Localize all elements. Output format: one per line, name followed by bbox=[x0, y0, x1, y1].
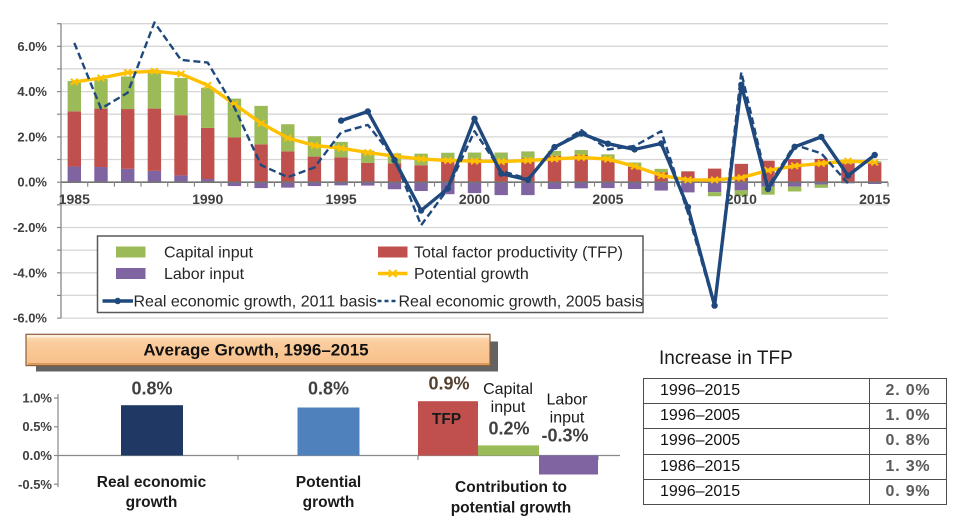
svg-text:input: input bbox=[491, 399, 526, 416]
svg-text:TFP: TFP bbox=[432, 411, 461, 428]
svg-text:Real economic: Real economic bbox=[97, 474, 207, 491]
svg-text:Average Growth, 1996–2015: Average Growth, 1996–2015 bbox=[143, 341, 368, 360]
svg-text:Capital input: Capital input bbox=[164, 245, 254, 262]
svg-text:-6.0%: -6.0% bbox=[13, 311, 47, 326]
svg-text:1985: 1985 bbox=[59, 191, 90, 207]
svg-text:6.0%: 6.0% bbox=[17, 39, 47, 54]
svg-text:2.0%: 2.0% bbox=[17, 129, 47, 144]
svg-text:2005: 2005 bbox=[592, 191, 623, 207]
svg-text:potential growth: potential growth bbox=[451, 500, 572, 517]
svg-text:0.9%: 0.9% bbox=[428, 374, 469, 394]
svg-text:Real economic growth, 2011 bas: Real economic growth, 2011 basis bbox=[134, 294, 377, 311]
svg-text:0.8%: 0.8% bbox=[308, 379, 349, 399]
svg-text:growth: growth bbox=[126, 494, 178, 511]
svg-text:0.8%: 0.8% bbox=[131, 379, 172, 399]
svg-text:1.0%: 1.0% bbox=[22, 391, 52, 406]
svg-text:-2.0%: -2.0% bbox=[13, 220, 47, 235]
svg-text:0.0%: 0.0% bbox=[17, 175, 47, 190]
svg-text:-0.5%: -0.5% bbox=[18, 477, 52, 492]
svg-text:-4.0%: -4.0% bbox=[13, 265, 47, 280]
svg-text:Contribution to: Contribution to bbox=[455, 479, 567, 496]
svg-text:Capital: Capital bbox=[483, 381, 533, 398]
svg-text:2000: 2000 bbox=[459, 191, 490, 207]
svg-text:-0.3%: -0.3% bbox=[541, 426, 588, 446]
svg-text:Total factor productivity (TFP: Total factor productivity (TFP) bbox=[414, 245, 623, 262]
svg-text:Potential growth: Potential growth bbox=[414, 266, 529, 283]
svg-text:growth: growth bbox=[303, 494, 355, 511]
svg-text:Labor: Labor bbox=[547, 392, 589, 409]
svg-text:0.0%: 0.0% bbox=[22, 448, 52, 463]
svg-text:2010: 2010 bbox=[726, 191, 757, 207]
svg-text:input: input bbox=[550, 410, 585, 427]
svg-text:0.2%: 0.2% bbox=[488, 419, 529, 439]
svg-text:4.0%: 4.0% bbox=[17, 84, 47, 99]
svg-text:Real economic growth, 2005 bas: Real economic growth, 2005 basis bbox=[399, 294, 644, 311]
svg-text:1995: 1995 bbox=[326, 191, 357, 207]
svg-text:Potential: Potential bbox=[296, 474, 361, 491]
svg-text:2015: 2015 bbox=[859, 191, 890, 207]
svg-text:1990: 1990 bbox=[192, 191, 223, 207]
svg-text:0.5%: 0.5% bbox=[22, 419, 52, 434]
svg-text:Labor input: Labor input bbox=[164, 266, 245, 283]
